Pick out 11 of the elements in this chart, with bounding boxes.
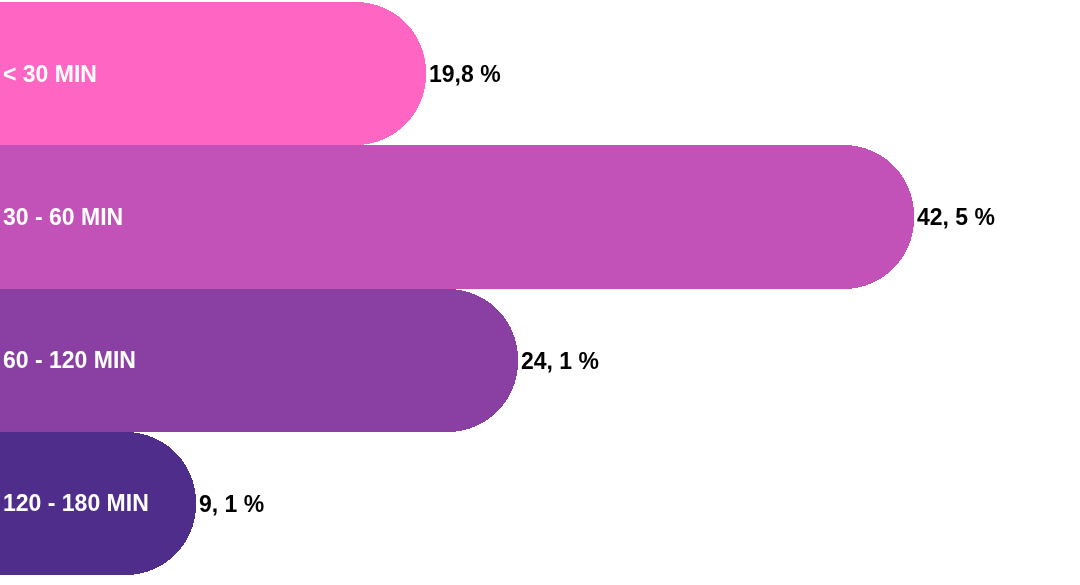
y-tick-label: < 30 MIN xyxy=(3,60,97,87)
y-tick-label: 60 - 120 MIN xyxy=(3,347,136,374)
y-tick-label: 120 - 180 MIN xyxy=(3,490,149,517)
data-label: 24, 1 % xyxy=(521,347,599,374)
bar xyxy=(0,289,518,432)
bar xyxy=(0,145,914,289)
data-label: 19,8 % xyxy=(429,60,501,87)
data-label: 9, 1 % xyxy=(199,490,265,517)
data-label: 42, 5 % xyxy=(917,204,995,230)
y-tick-label: 30 - 60 MIN xyxy=(3,203,124,230)
bar xyxy=(0,2,426,145)
